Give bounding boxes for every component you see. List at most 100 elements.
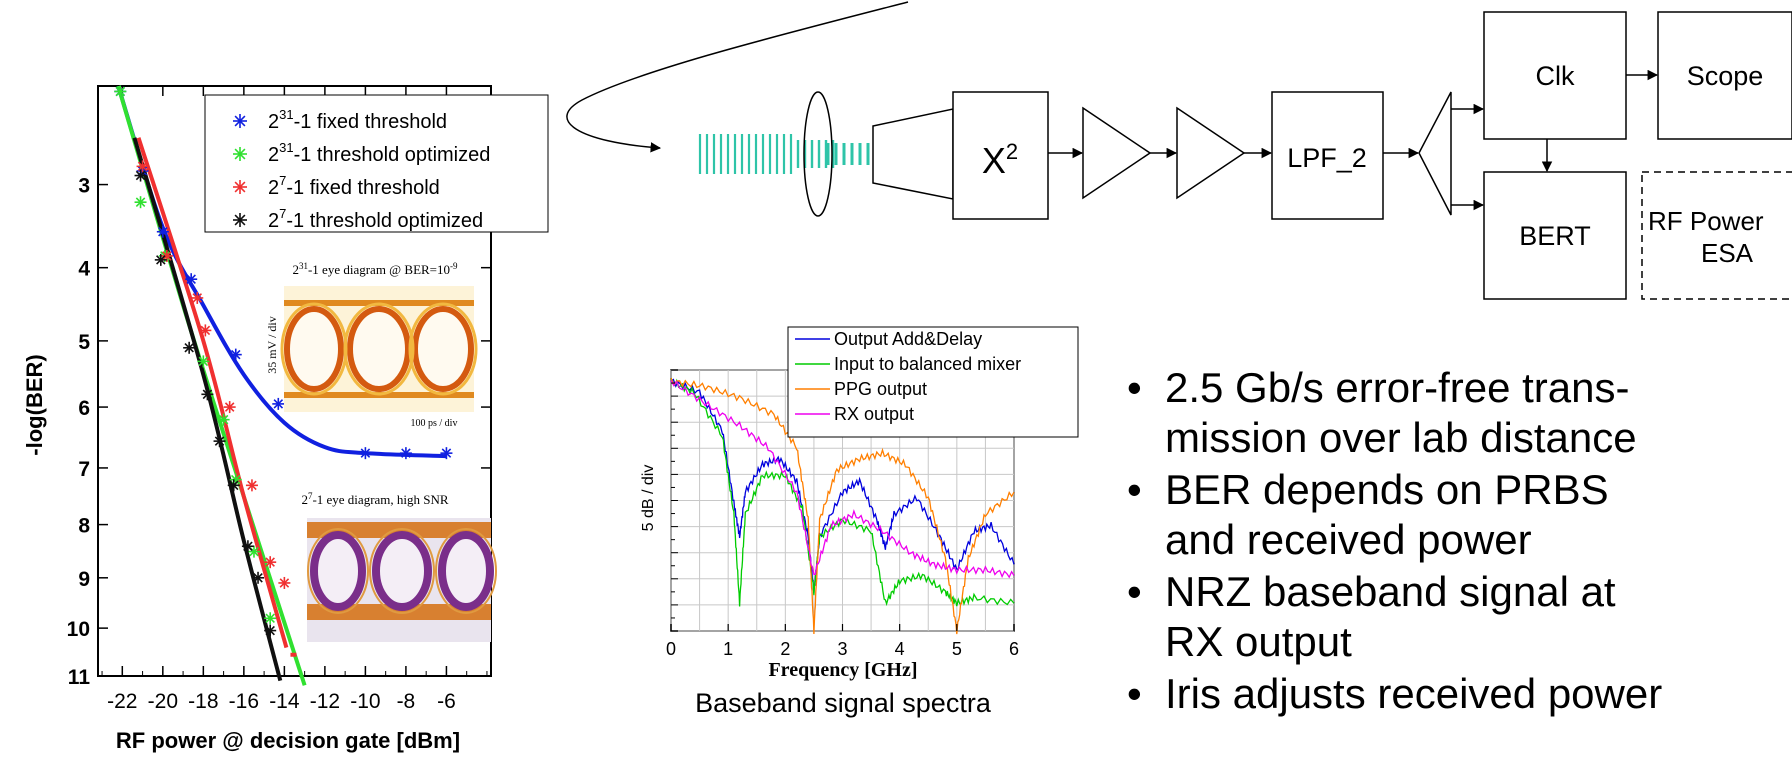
block-diagram: X2 LPF_2 Clk Scope BERT RF Power ESA: [566, 1, 1792, 300]
ber-legend-marker: [233, 114, 247, 128]
spectra-x-tick-label: 6: [1009, 639, 1019, 659]
bullet-text-line: Iris adjusts received power: [1165, 670, 1663, 717]
clk-box: [1483, 11, 1627, 140]
spectra-legend-items: Output Add&Delay Input to balanced mixer P…: [795, 329, 1021, 424]
ber-data-point: [156, 225, 169, 238]
bullet-dot: •: [1127, 670, 1142, 717]
bullet-dot: •: [1127, 364, 1142, 411]
spectra-x-tick-label: 3: [837, 639, 847, 659]
ber-y-tick-label: 11: [68, 666, 91, 689]
ber-y-tick-label: 3: [78, 175, 90, 198]
spectra-x-tick-label: 1: [723, 639, 733, 659]
ber-legend-marker: [233, 213, 247, 227]
ber-data-point: [217, 413, 230, 426]
ber-x-tick-label: -10: [350, 690, 380, 713]
fiber-loop: [566, 1, 909, 153]
ber-data-point: [440, 447, 453, 460]
bullet-text-line: 2.5 Gb/s error-free trans-: [1165, 364, 1630, 411]
ber-legend-items: 231-1 fixed threshold 231-1 threshold opt…: [233, 107, 490, 232]
spectra-legend-label: Input to balanced mixer: [834, 354, 1021, 374]
ber-x-tick-label: -14: [269, 690, 300, 713]
ber-data-point: [264, 612, 277, 625]
ber-data-point: [201, 388, 214, 401]
ber-data-point: [264, 624, 277, 637]
ber-data-point: [114, 85, 127, 98]
spectra-x-tick-label: 0: [666, 639, 676, 659]
bullet-item: • BER depends on PRBS and received power: [1127, 465, 1787, 565]
ber-data-point: [399, 447, 412, 460]
scope-box: [1657, 11, 1792, 140]
ber-legend-label: 231-1 fixed threshold: [268, 107, 447, 133]
eye1-ylabel: 35 mV / div: [265, 316, 279, 373]
spectra-x-tick-label: 5: [952, 639, 962, 659]
spectra-legend: Output Add&Delay Input to balanced mixer P…: [787, 326, 1079, 438]
bullet-text-line: NRZ baseband signal at: [1165, 568, 1616, 615]
amplifier-1: [1082, 106, 1152, 200]
ber-data-point: [245, 479, 258, 492]
ber-data-point: [252, 571, 265, 584]
ber-data-point: [183, 341, 196, 354]
ber-fit-line-series-3: [136, 137, 289, 649]
spectra-x-tick-label: 4: [895, 639, 905, 659]
rf-power-esa-box: [1641, 171, 1792, 300]
ber-data-point: [191, 291, 204, 304]
ber-data-point: [264, 556, 277, 569]
ber-data-point: [241, 540, 254, 553]
ber-data-point: [160, 249, 173, 262]
spectra-line-series-4: [670, 380, 1015, 579]
ber-data-point: [227, 479, 240, 492]
ber-x-tick-label: -20: [148, 690, 178, 713]
ber-data-point: [213, 435, 226, 448]
spectra-line-series-3: [670, 377, 1015, 635]
ber-data-point: [223, 401, 236, 414]
ber-axes: -22 -20 -18 -16 -14 -12 -10 -8 -6 3 4 5 6 7 8 9 10 11: [67, 86, 491, 713]
ber-points: [114, 85, 453, 637]
clk-label: Clk: [1536, 61, 1575, 91]
bert-box: [1483, 171, 1627, 300]
optical-beam: [698, 134, 870, 174]
photodiode-taper: [872, 108, 954, 200]
ber-data-point: [134, 196, 147, 209]
ber-data-point: [134, 169, 147, 182]
ber-data-point: [229, 348, 242, 361]
eye-diagram-inset-1: 231-1 eye diagram @ BER=10-9 35 mV / div…: [265, 261, 478, 429]
ber-legend-marker: [233, 180, 247, 194]
ber-x-tick-label: -6: [437, 690, 456, 713]
ber-y-tick-label: 4: [78, 258, 90, 281]
ber-y-tick-label: 7: [78, 458, 90, 481]
ber-x-tick-label: -18: [188, 690, 218, 713]
spectra-chart: 0 1 2 3 4 5 6 5 dB / div Frequency [GHz] Baseb…: [640, 326, 1079, 718]
esa-label: ESA: [1701, 238, 1754, 268]
ber-y-tick-label: 9: [78, 568, 90, 591]
splitter: [1418, 91, 1452, 216]
ber-data-point: [359, 447, 372, 460]
bullet-item: • 2.5 Gb/s error-free trans-mission over …: [1127, 363, 1787, 463]
ber-x-axis-label: RF power @ decision gate [dBm]: [116, 728, 460, 753]
scope-label: Scope: [1687, 61, 1764, 91]
ber-chart: -22 -20 -18 -16 -14 -12 -10 -8 -6 3 4 5 6 7 8 9 10 11 -lo…: [22, 85, 549, 753]
bullet-text-line: RX output: [1165, 618, 1352, 665]
ber-y-tick-label: 10: [67, 618, 90, 641]
spectra-legend-label: Output Add&Delay: [834, 329, 982, 349]
bullet-item: • NRZ baseband signal at RX output: [1127, 567, 1787, 667]
eye2-title: 27-1 eye diagram, high SNR: [301, 491, 448, 507]
spectra-lines: [670, 377, 1015, 635]
ber-data-point: [154, 253, 167, 266]
eye1-xlabel: 100 ps / div: [411, 418, 458, 429]
amplifier-2: [1176, 106, 1246, 200]
ber-legend-label: 27-1 fixed threshold: [268, 173, 440, 199]
spectra-axes: 0 1 2 3 4 5 6: [666, 369, 1019, 659]
ber-legend: 231-1 fixed threshold 231-1 threshold opt…: [204, 94, 549, 233]
ber-legend-label: 27-1 threshold optimized: [268, 206, 483, 232]
lpf-box: [1271, 91, 1384, 220]
spectra-legend-label: RX output: [834, 404, 914, 424]
ber-y-tick-label: 8: [78, 515, 90, 538]
bert-label: BERT: [1519, 221, 1591, 251]
ber-data-point: [136, 160, 149, 173]
ber-plot-frame: [97, 85, 492, 677]
square-law-detector-box: [952, 91, 1049, 220]
lpf-label: LPF_2: [1287, 143, 1367, 173]
ber-legend-box: [204, 94, 549, 233]
bullet-item: • Iris adjusts received power: [1127, 669, 1787, 719]
